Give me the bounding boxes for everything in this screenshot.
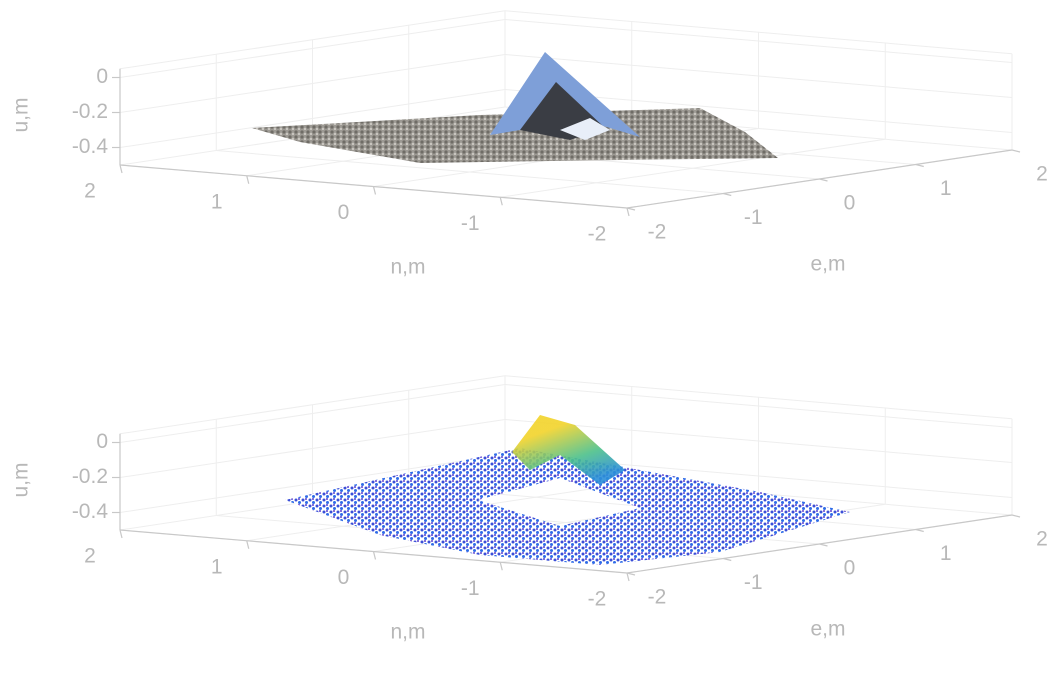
figure: 2 1 0 -1 -2 -2 -1 0 1 2 -0.4 -0.2 0 n,m e,m u,m 2 1 0 -1 -2 -… (0, 0, 1052, 683)
x-tick (627, 573, 629, 581)
z-axis-label: u,m (10, 97, 33, 132)
y-tick (916, 165, 924, 167)
point-cloud (285, 415, 850, 565)
z-tick-label: 0 (96, 430, 108, 453)
x-tick-label: 1 (211, 190, 223, 213)
y-tick (820, 544, 828, 546)
x-tick-label: 0 (338, 566, 350, 589)
y-tick-label: -2 (648, 221, 667, 244)
x-tick (374, 187, 376, 195)
point-cloud (252, 52, 778, 163)
x-tick (500, 562, 502, 570)
y-tick-label: -2 (648, 586, 667, 609)
x-tick-label: -2 (588, 223, 607, 246)
z-axis-label: u,m (10, 462, 33, 497)
x-tick-label: -1 (461, 212, 480, 235)
y-tick (627, 208, 635, 210)
x-tick-label: 2 (84, 180, 96, 203)
x-tick (500, 197, 502, 205)
z-tick-label: -0.2 (72, 100, 108, 123)
z-tick-label: -0.4 (72, 135, 109, 158)
x-tick (627, 208, 629, 216)
y-tick-label: 1 (940, 542, 952, 565)
y-tick-label: 2 (1036, 528, 1048, 551)
y-tick (627, 573, 635, 575)
y-tick-label: -1 (744, 206, 763, 229)
y-tick-label: 0 (844, 557, 856, 580)
x-tick-label: -2 (588, 588, 607, 611)
y-tick-label: 1 (940, 177, 952, 200)
y-tick (723, 559, 731, 561)
x-tick-label: 1 (211, 555, 223, 578)
x-axis-label: n,m (390, 621, 425, 644)
y-tick-label: 2 (1036, 163, 1048, 186)
x-tick (247, 541, 249, 549)
x-tick-label: 0 (338, 201, 350, 224)
y-axis-label: e,m (810, 618, 845, 641)
x-tick (120, 165, 122, 173)
z-tick-label: -0.4 (72, 500, 109, 523)
z-tick-label: 0 (96, 65, 108, 88)
ground-points (285, 448, 850, 565)
y-tick (723, 194, 731, 196)
x-tick-label: -1 (461, 577, 480, 600)
x-tick (374, 552, 376, 560)
y-tick-label: -1 (744, 571, 763, 594)
y-tick (1012, 150, 1020, 152)
x-tick (120, 530, 122, 538)
z-tick-label: -0.2 (72, 465, 108, 488)
x-tick-label: 2 (84, 545, 96, 568)
y-tick (916, 530, 924, 532)
x-tick (247, 176, 249, 184)
y-axis-label: e,m (810, 253, 845, 276)
x-axis-label: n,m (390, 256, 425, 279)
y-tick (1012, 515, 1020, 517)
y-tick-label: 0 (844, 192, 856, 215)
y-tick (820, 179, 828, 181)
